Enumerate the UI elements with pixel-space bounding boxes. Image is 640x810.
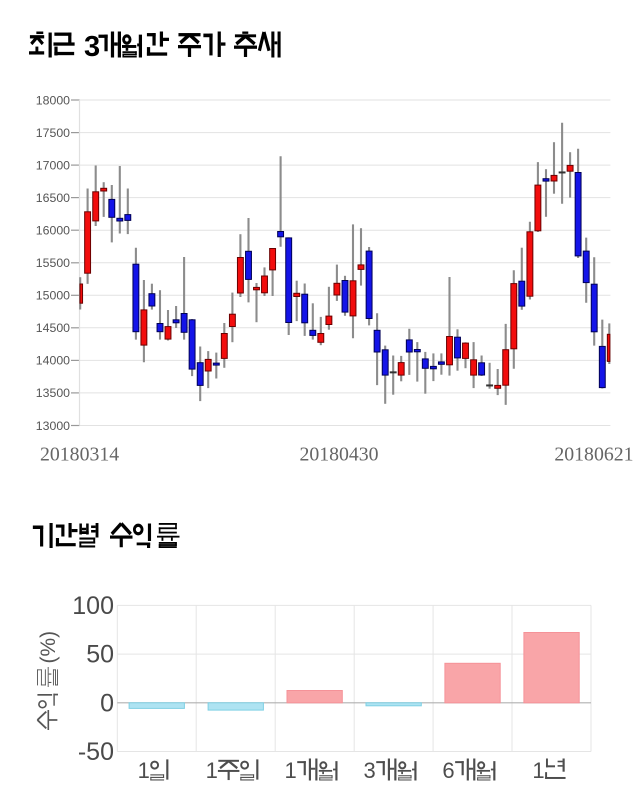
svg-text:1: 1: [138, 758, 150, 783]
svg-text:20180621: 20180621: [554, 444, 633, 466]
svg-text:0: 0: [100, 689, 114, 717]
svg-text:50: 50: [86, 641, 114, 669]
svg-text:100: 100: [72, 592, 114, 620]
svg-text:13500: 13500: [36, 386, 70, 400]
svg-text:13000: 13000: [36, 419, 70, 433]
svg-text:15000: 15000: [36, 289, 70, 303]
svg-text:14500: 14500: [36, 321, 70, 335]
svg-text:-50: -50: [78, 738, 114, 766]
svg-text:3: 3: [364, 758, 376, 783]
svg-text:17000: 17000: [36, 158, 70, 172]
svg-text:15500: 15500: [36, 256, 70, 270]
svg-text:3: 3: [84, 31, 100, 63]
svg-text:1: 1: [285, 758, 297, 783]
svg-text:16000: 16000: [36, 224, 70, 238]
svg-text:20180314: 20180314: [40, 444, 119, 466]
svg-text:16500: 16500: [36, 191, 70, 205]
svg-text:6: 6: [442, 758, 454, 783]
svg-text:14000: 14000: [36, 354, 70, 368]
svg-text:20180430: 20180430: [299, 444, 378, 466]
svg-text:(%): (%): [37, 631, 60, 664]
svg-text:18000: 18000: [36, 93, 70, 107]
svg-text:1: 1: [206, 758, 218, 783]
svg-text:17500: 17500: [36, 126, 70, 140]
svg-text:1: 1: [532, 758, 544, 783]
